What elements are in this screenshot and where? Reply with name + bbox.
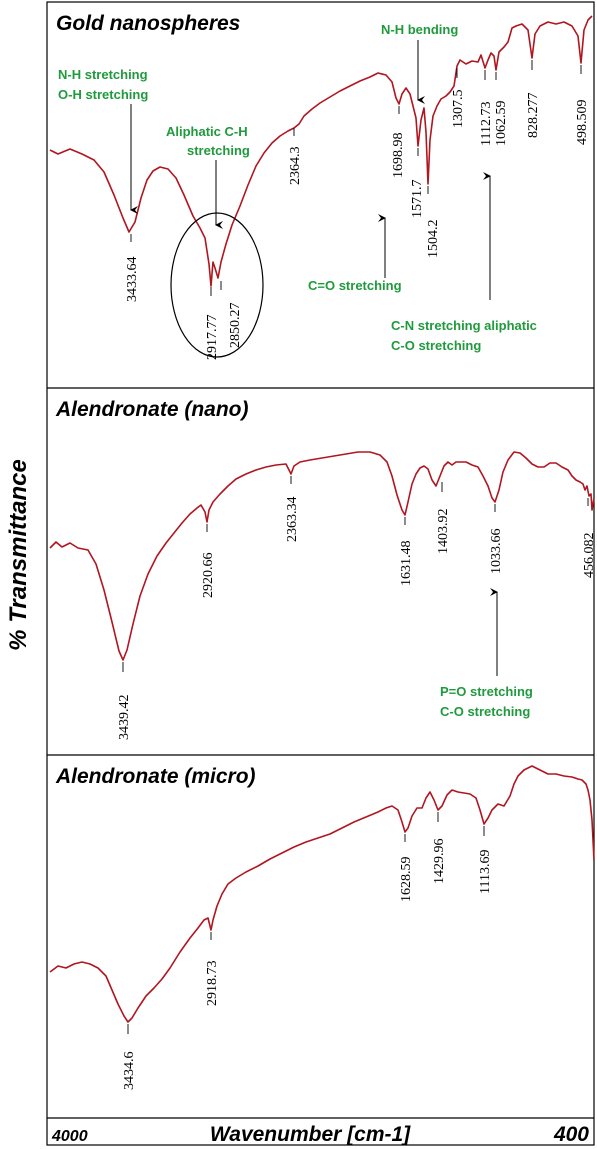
peak-labels-micro: 3434.6 2918.73 1628.59 1429.96 1113.69 xyxy=(122,812,493,1090)
peak-label: 1571.7 xyxy=(410,180,425,219)
peak-label: 1504.2 xyxy=(426,220,441,259)
annotation-co-stretching-nano: C-O stretching xyxy=(440,704,530,719)
panel-title-gold: Gold nanospheres xyxy=(56,12,240,35)
annotation-oh-stretching: O-H stretching xyxy=(58,87,148,102)
annotation-aliphatic-ch: Aliphatic C-H xyxy=(166,124,248,139)
peak-label: 2920.66 xyxy=(201,553,216,599)
peak-label: 1113.69 xyxy=(478,850,493,894)
peak-label: 1628.59 xyxy=(399,857,414,903)
annotation-cn-stretching: C-N stretching aliphatic xyxy=(391,318,537,333)
annotation-co-stretching-2: C-O stretching xyxy=(391,338,481,353)
x-axis-right-label: 400 xyxy=(553,1123,589,1146)
peak-label: 2363.34 xyxy=(285,497,300,543)
peak-label: 1033.66 xyxy=(489,529,504,575)
peak-label: 498.509 xyxy=(575,100,590,146)
peak-label: 828.277 xyxy=(526,93,541,139)
peak-label: 2918.73 xyxy=(205,961,220,1007)
peak-label: 3439.42 xyxy=(117,695,132,741)
peak-label: 3434.6 xyxy=(122,1052,137,1091)
peak-label: 2364.3 xyxy=(288,147,303,186)
peak-label: 1112.73 xyxy=(479,102,494,146)
panel-title-nano: Alendronate (nano) xyxy=(55,398,249,421)
peak-labels-nano: 3439.42 2920.66 2363.34 1631.48 1403.92 … xyxy=(117,476,597,740)
spectrum-trace-nano xyxy=(49,451,595,661)
peak-label: 3433.64 xyxy=(125,257,140,303)
x-axis-left-label: 4000 xyxy=(51,1128,88,1145)
x-axis-label: Wavenumber [cm-1] xyxy=(210,1123,411,1146)
y-axis-label: % Transmittance xyxy=(5,459,32,651)
peak-label: 1403.92 xyxy=(436,509,451,555)
annotation-nh-bending: N-H bending xyxy=(381,22,458,37)
peak-label: 1429.96 xyxy=(432,839,447,885)
peak-label: 1307.5 xyxy=(451,90,466,129)
spectrum-trace-gold xyxy=(49,15,593,287)
panel-title-micro: Alendronate (micro) xyxy=(55,765,256,788)
peak-labels-gold: 3433.64 2917.77 2850.27 2364.3 1698.98 1… xyxy=(125,60,590,360)
figure-frame xyxy=(46,1,595,1146)
spectrum-trace-micro xyxy=(49,765,595,1023)
peak-label: 456.082 xyxy=(582,533,597,579)
annotation-aliphatic-ch-2: stretching xyxy=(187,143,250,158)
peak-label: 2850.27 xyxy=(228,303,243,349)
annotation-co-stretching: C=O stretching xyxy=(308,278,402,293)
annotation-nh-stretching: N-H stretching xyxy=(58,67,148,82)
peak-label: 1631.48 xyxy=(399,541,414,587)
peak-label: 1062.59 xyxy=(494,101,509,147)
annotation-po-stretching: P=O stretching xyxy=(440,684,533,699)
ch-stretching-circle xyxy=(170,212,264,358)
peak-label: 2917.77 xyxy=(205,315,220,361)
peak-label: 1698.98 xyxy=(391,133,406,179)
